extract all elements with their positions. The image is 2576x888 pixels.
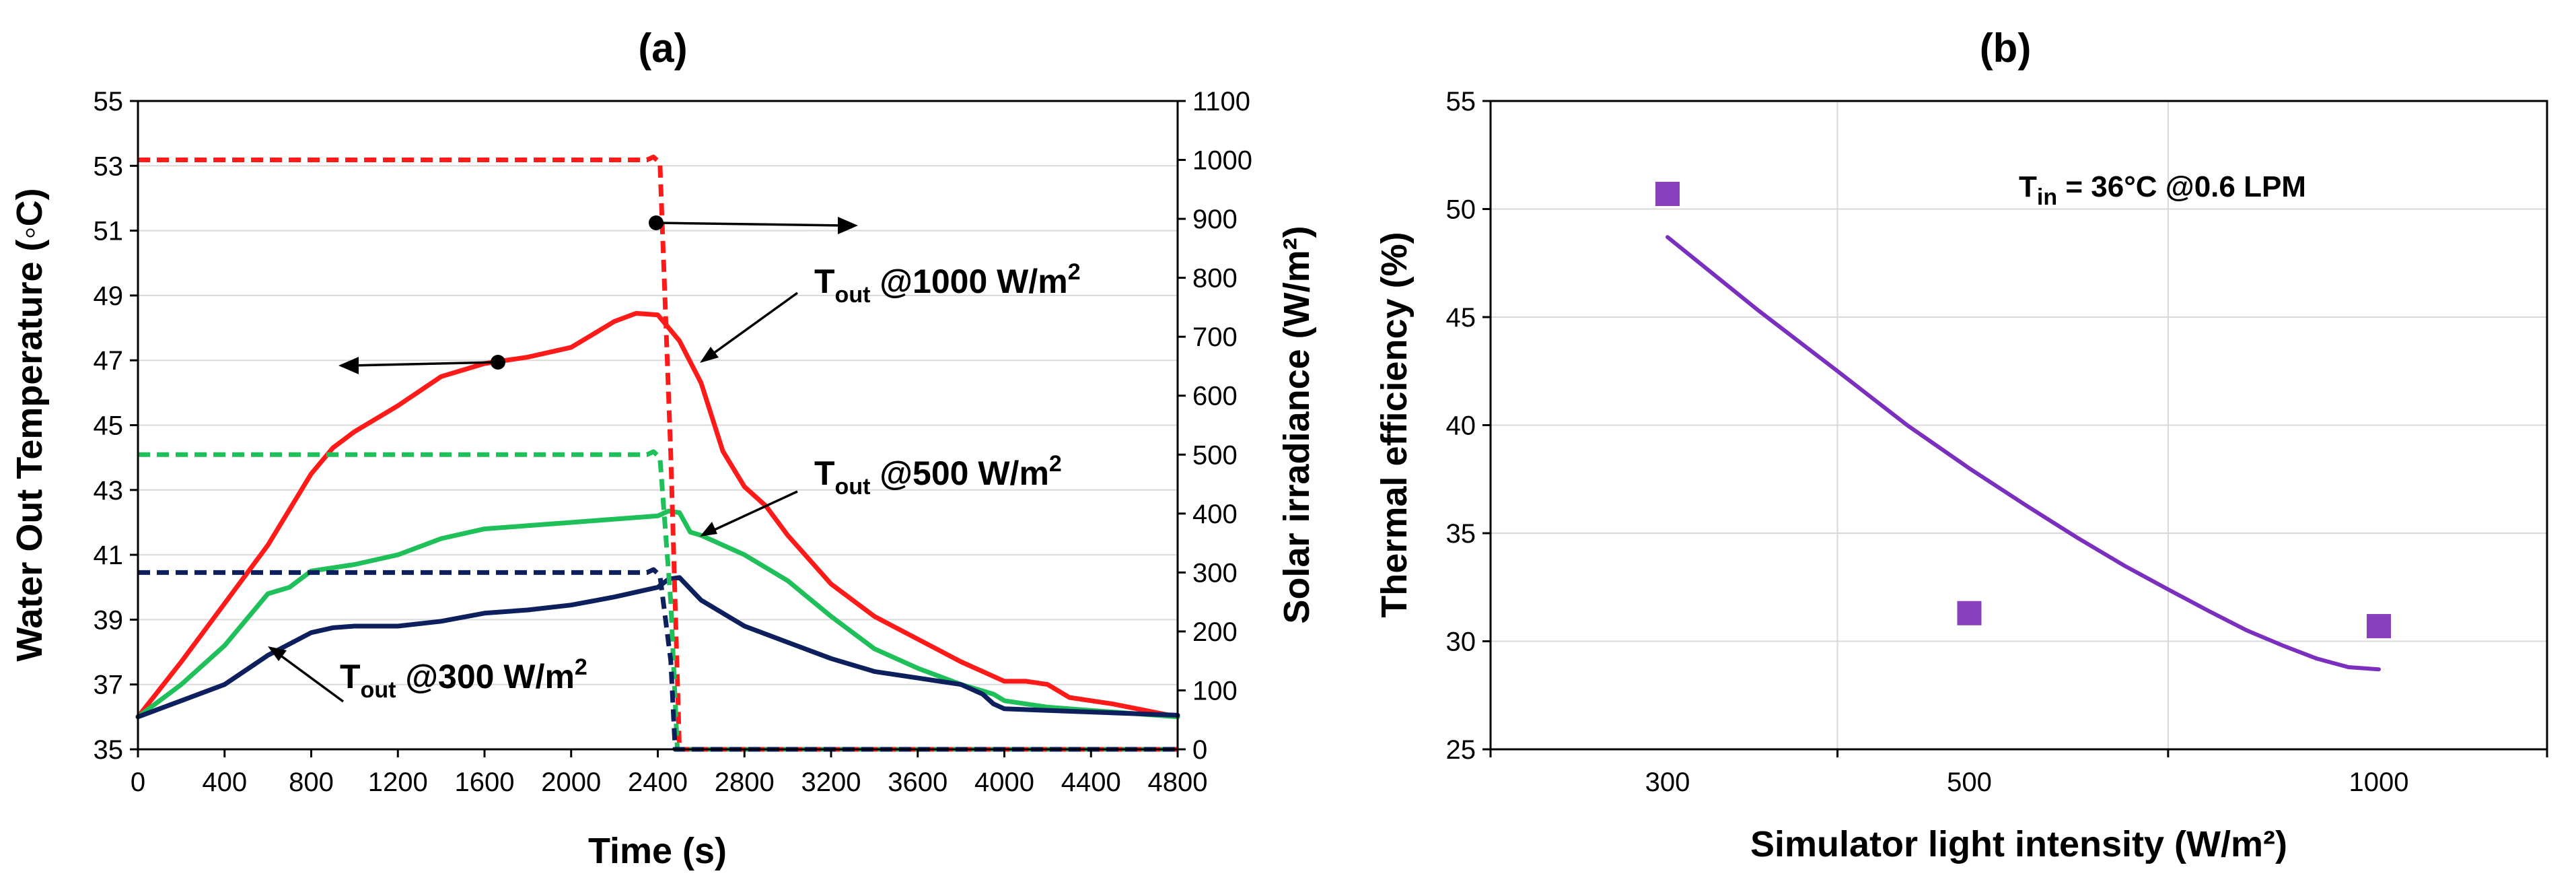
panel-a-right-tick-label: 100	[1192, 676, 1238, 706]
panel-a-right-tick-label: 400	[1192, 500, 1238, 529]
panel-a-left-tick-label: 53	[94, 151, 124, 181]
right-axis-arrow-dot	[649, 215, 664, 230]
panel-a-left-tick-label: 43	[94, 476, 124, 506]
panel-a-x-tick-label: 3600	[888, 767, 947, 797]
pointer-1000-head	[700, 347, 719, 363]
panel-a-x-tick-label: 800	[289, 767, 334, 797]
data-point-500	[1957, 601, 1982, 625]
pointer-1000	[707, 292, 799, 358]
left-axis-arrow	[349, 361, 499, 367]
panel-a-right-tick-label: 300	[1192, 558, 1238, 588]
panel-b: (b) 25 30 35 40 45 50 55 300 500 1000 Simulator l…	[1374, 26, 2548, 864]
label-tout-300: Tout @300 W/m2	[340, 654, 587, 703]
panel-a-x-tick-label: 4800	[1148, 767, 1208, 797]
panel-a-left-tick-label: 41	[94, 541, 124, 570]
right-axis-arrowhead	[838, 217, 858, 234]
panel-a-right-tick-label: 500	[1192, 440, 1238, 470]
data-point-1000	[2367, 614, 2391, 639]
panel-a-right-tick-label: 900	[1192, 205, 1238, 234]
panel-a-x-axis-label: Time (s)	[588, 831, 727, 871]
label-tout-500: Tout @500 W/m2	[814, 451, 1062, 500]
series-irradiance-300	[138, 567, 1178, 752]
panel-a-x-tick-label: 4400	[1061, 767, 1121, 797]
panel-a-x-tick-label: 1200	[368, 767, 428, 797]
pointer-300	[276, 652, 345, 703]
panel-b-y-tick-label: 40	[1446, 411, 1476, 441]
panel-a-right-tick-label: 700	[1192, 322, 1238, 352]
panel-a-left-tick-label: 39	[94, 605, 124, 635]
panel-b-title: (b)	[1980, 26, 2032, 71]
left-axis-arrow-dot	[491, 355, 505, 370]
panel-a-right-y-axis-label: Solar irradiance (W/m²)	[1277, 226, 1317, 623]
panel-b-series	[1655, 182, 2391, 672]
panel-b-x-tick-label: 300	[1645, 767, 1690, 797]
data-point-300	[1655, 182, 1680, 207]
panel-a-left-tick-label: 45	[94, 411, 124, 441]
panel-a-right-tick-label: 800	[1192, 264, 1238, 294]
panel-a-right-tick-label: 0	[1192, 735, 1207, 765]
panel-b-x-axis-label: Simulator light intensity (W/m²)	[1750, 824, 2287, 864]
panel-a-left-tick-label: 37	[94, 671, 124, 700]
panel-a-right-tick-label: 200	[1192, 617, 1238, 647]
panel-a-left-tick-label: 55	[94, 87, 124, 116]
trendline	[1666, 235, 2381, 672]
right-axis-arrow	[655, 221, 845, 227]
panel-a-left-tick-label: 35	[94, 735, 124, 765]
panel-a-right-tick-label: 1100	[1192, 87, 1250, 116]
pointer-500-head	[700, 522, 717, 537]
panel-a-x-tick-label: 2000	[541, 767, 601, 797]
panel-a-x-tick-label: 4000	[974, 767, 1034, 797]
pointer-300-head	[268, 646, 287, 661]
panel-b-gridlines	[1491, 101, 2547, 749]
panel-a-gridlines	[138, 165, 1178, 685]
series-tout-500-w-m2	[135, 508, 1180, 720]
panel-b-y-tick-label: 55	[1446, 87, 1476, 116]
panel-b-inlet-annotation: Tin = 36°C @0.6 LPM	[2019, 170, 2306, 210]
panel-a-x-tick-label: 400	[202, 767, 247, 797]
panel-b-y-axis-label: Thermal efficiency (%)	[1374, 232, 1415, 617]
panel-b-y-tick-label: 50	[1446, 195, 1476, 225]
panel-a-x-tick-label: 2800	[715, 767, 775, 797]
pointer-500	[709, 490, 798, 533]
panel-a: (a) 35 37 39 41 43 45 47 49 51 53 55 0 100 200 300 400 5…	[9, 26, 1317, 871]
series-tout-1000-w-m2	[135, 310, 1180, 720]
series-irradiance-1000	[138, 154, 1178, 752]
panel-a-title: (a)	[638, 26, 687, 71]
panel-a-left-y-axis-label: Water Out Temperature (◦C)	[9, 188, 50, 661]
panel-a-x-tick-label: 2400	[628, 767, 688, 797]
panel-a-left-tick-label: 47	[94, 346, 124, 376]
left-axis-arrowhead	[338, 357, 359, 374]
panel-b-y-tick-label: 45	[1446, 303, 1476, 333]
panel-b-x-tick-label: 500	[1947, 767, 1992, 797]
panel-a-series	[135, 154, 1180, 752]
panel-a-x-tick-label: 0	[131, 767, 145, 797]
panel-a-left-tick-label: 51	[94, 217, 124, 246]
panel-a-right-tick-label: 600	[1192, 382, 1238, 411]
label-tout-1000: Tout @1000 W/m2	[814, 259, 1081, 308]
series-tout-300-w-m2	[135, 575, 1180, 720]
panel-b-ticks: 25 30 35 40 45 50 55 300 500 1000	[1446, 87, 2548, 797]
panel-a-left-tick-label: 49	[94, 281, 124, 311]
panel-b-y-tick-label: 25	[1446, 735, 1476, 765]
panel-a-right-tick-label: 1000	[1192, 146, 1252, 176]
panel-b-y-tick-label: 30	[1446, 627, 1476, 657]
panel-b-x-tick-label: 1000	[2349, 767, 2409, 797]
panel-a-ticks: 35 37 39 41 43 45 47 49 51 53 55 0 100 200 300 400 500 60…	[94, 87, 1252, 797]
panel-a-x-tick-label: 3200	[801, 767, 861, 797]
panel-b-y-tick-label: 35	[1446, 519, 1476, 549]
panel-a-x-tick-label: 1600	[455, 767, 515, 797]
